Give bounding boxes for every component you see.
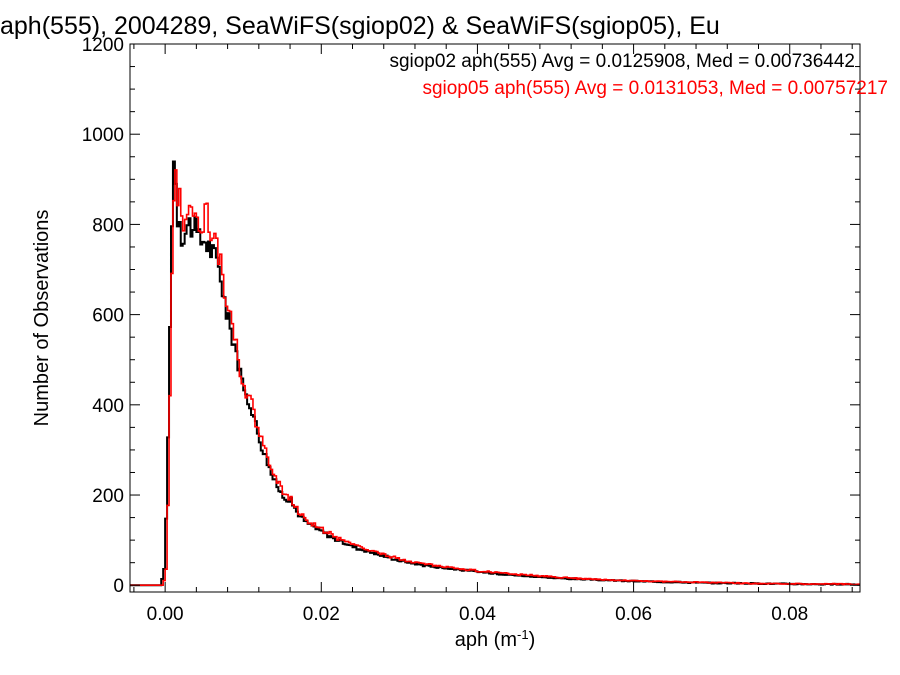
- y-tick-label: 800: [92, 215, 124, 236]
- plot-frame: [129, 43, 861, 593]
- x-tick-label: 0.00: [147, 604, 184, 625]
- x-axis-label-superscript: -1: [517, 627, 529, 642]
- x-axis-label-base: aph (m: [455, 629, 517, 651]
- x-tick-label: 0.02: [303, 604, 340, 625]
- series-layer: [130, 160, 860, 587]
- y-axis-label: Number of Observations: [31, 210, 53, 427]
- series-sgiop05-line: [130, 169, 860, 587]
- y-tick-label: 1200: [82, 35, 124, 56]
- chart-title: aph(555), 2004289, SeaWiFS(sgiop02) & Se…: [0, 12, 720, 40]
- y-tick-label: 200: [92, 486, 124, 507]
- annotation-sgiop05: sgiop05 aph(555) Avg = 0.0131053, Med = …: [422, 78, 888, 99]
- annotation-sgiop02: sgiop02 aph(555) Avg = 0.0125908, Med = …: [389, 51, 855, 72]
- ticks-layer: 0.00 0.02 0.04 0.06 0.08 0 200 400 600 800 1000 120…: [82, 35, 860, 625]
- y-tick-label: 0: [113, 576, 124, 597]
- y-tick-label: 1000: [82, 125, 124, 146]
- x-tick-label: 0.04: [459, 604, 496, 625]
- y-tick-label: 400: [92, 396, 124, 417]
- x-tick-label: 0.06: [615, 604, 652, 625]
- y-tick-label: 600: [92, 306, 124, 327]
- x-axis-label: aph (m-1): [455, 627, 535, 652]
- x-tick-label: 0.08: [771, 604, 808, 625]
- x-axis-label-close: ): [529, 629, 536, 651]
